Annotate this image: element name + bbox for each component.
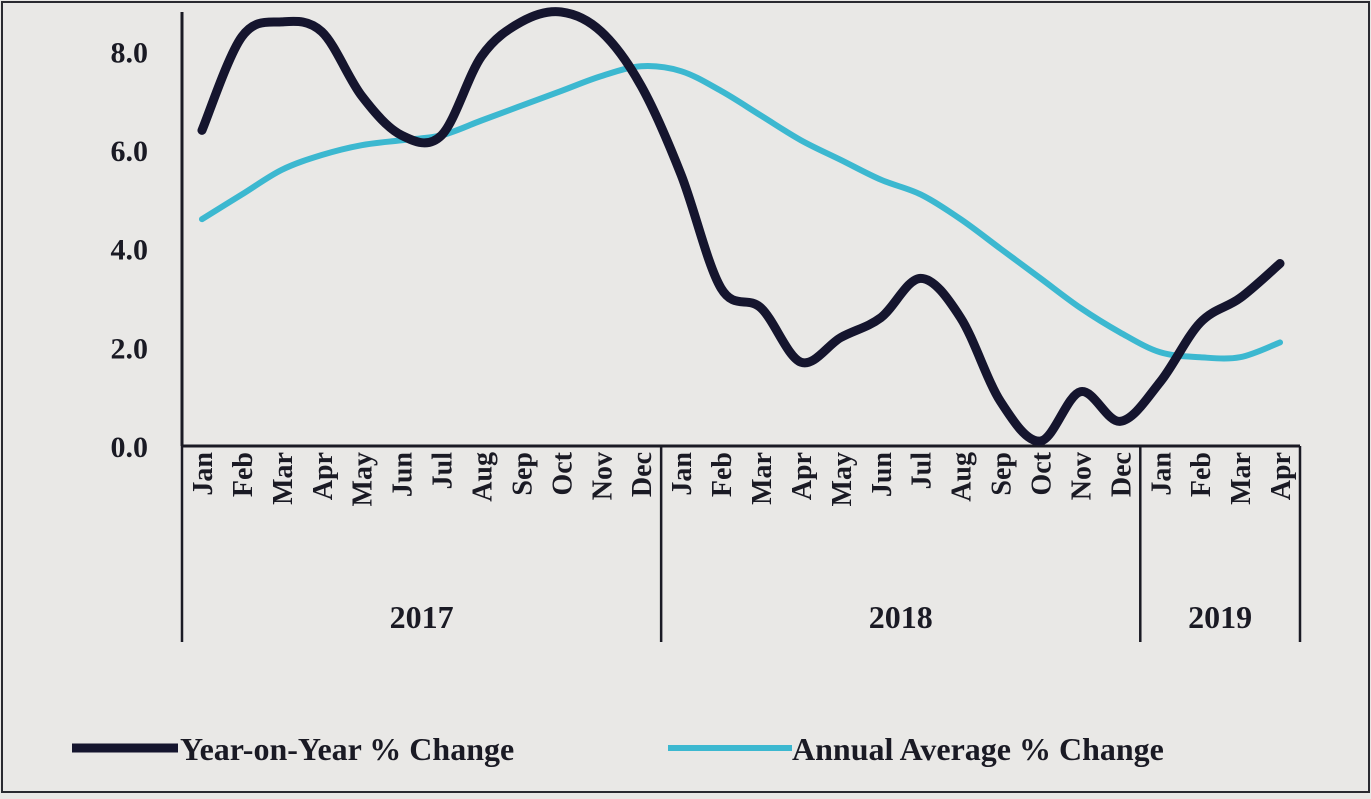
year-label: 2018 [869, 599, 933, 635]
x-tick-label: Oct [547, 451, 578, 495]
y-tick-label: 6.0 [111, 135, 149, 168]
series-line-year-on-year [197, 7, 1285, 446]
x-tick-label: Jan [1146, 452, 1177, 496]
x-tick-label: Apr [1266, 452, 1297, 500]
x-tick-label: Nov [1066, 452, 1097, 500]
x-tick-label: Feb [1186, 452, 1217, 497]
x-tick-label: Jun [867, 452, 898, 498]
x-tick-label: Dec [1106, 452, 1137, 497]
x-tick-label: Sep [507, 452, 538, 496]
x-tick-label: Oct [1026, 451, 1057, 495]
y-tick-labels: 0.0 2.0 4.0 6.0 8.0 [111, 36, 149, 464]
legend: Year-on-Year % Change Annual Average % Ch… [72, 731, 1164, 767]
x-tick-label: Aug [947, 452, 978, 502]
x-tick-label: Apr [308, 452, 339, 500]
x-tick-label: Mar [268, 452, 299, 505]
x-tick-label: Dec [627, 452, 658, 497]
x-tick-label: Jul [907, 452, 938, 490]
x-tick-labels: Jan Feb Mar Apr May Jun Jul Aug Sep Oct Nov Dec Jan F… [188, 451, 1297, 506]
x-tick-label: Jan [667, 452, 698, 496]
series-line-annual-average [198, 63, 1284, 362]
y-tick-label: 0.0 [111, 431, 149, 464]
x-tick-label: Jan [188, 452, 219, 496]
x-tick-label: May [827, 452, 858, 506]
year-label: 2017 [390, 599, 454, 635]
year-labels: 2017 2018 2019 [390, 599, 1253, 635]
series-lines [197, 7, 1285, 446]
y-tick-label: 4.0 [111, 234, 149, 267]
y-tick-label: 2.0 [111, 332, 149, 365]
x-tick-label: May [348, 452, 379, 506]
x-tick-label: Feb [228, 452, 259, 497]
year-separators [180, 446, 1302, 642]
x-tick-label: Mar [747, 452, 778, 505]
x-tick-label: Mar [1226, 452, 1257, 505]
legend-year-on-year-label: Year-on-Year % Change [180, 731, 514, 767]
x-tick-label: Apr [787, 452, 818, 500]
x-tick-label: Jul [428, 452, 459, 490]
x-tick-label: Feb [707, 452, 738, 497]
legend-annual-average-label: Annual Average % Change [792, 731, 1164, 767]
year-label: 2019 [1188, 599, 1252, 635]
x-tick-label: Jun [388, 452, 419, 498]
x-tick-label: Nov [587, 452, 618, 500]
y-tick-label: 8.0 [111, 36, 149, 69]
x-tick-label: Sep [987, 452, 1018, 496]
x-tick-label: Aug [467, 452, 498, 502]
